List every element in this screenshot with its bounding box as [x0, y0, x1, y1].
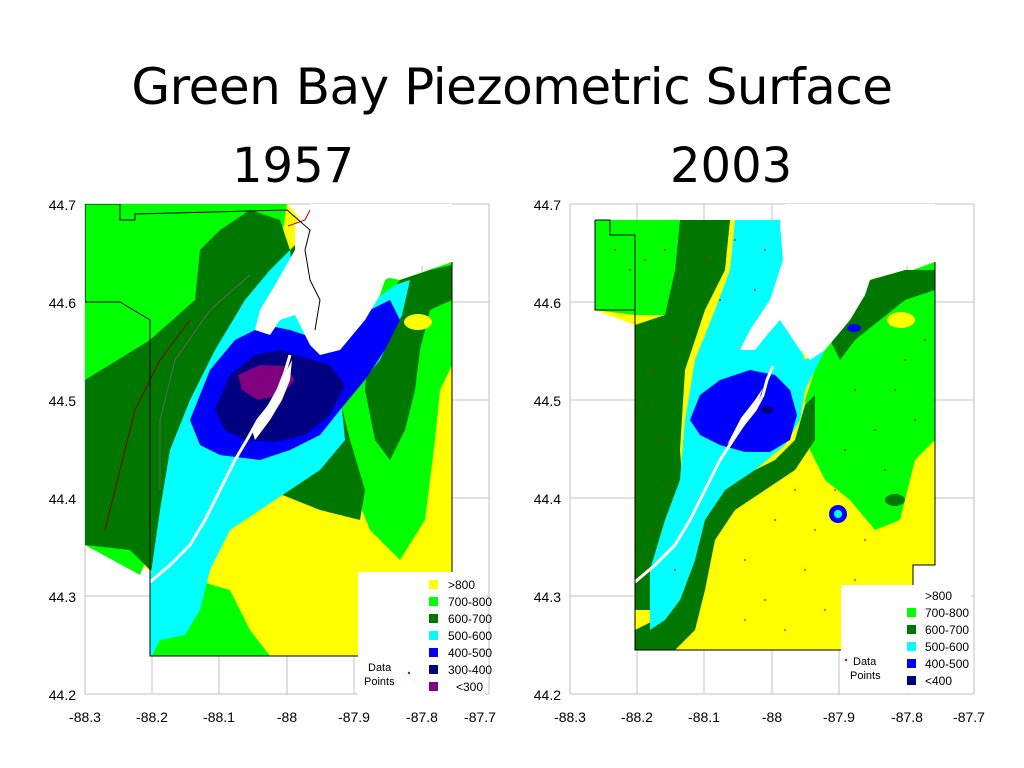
data-points-label: Data — [368, 662, 392, 674]
legend-label: >800 — [448, 578, 475, 592]
legend-swatch — [429, 682, 438, 691]
map-2003-legend: >800 700-800 600-700 500-600 400-500 <40… — [841, 585, 971, 693]
y-tick-label: 44.6 — [534, 295, 561, 311]
x-tick-label: -87.9 — [823, 709, 855, 725]
legend-swatch — [907, 625, 916, 634]
map-1957-contours — [85, 204, 453, 657]
map-1957-x-axis: -88.3 -88.2 -88.1 -88 -87.9 -87.8 -87.7 — [69, 709, 496, 725]
map-2003-y-axis: 44.7 44.6 44.5 44.4 44.3 44.2 — [534, 197, 561, 703]
x-tick-label: -88.3 — [69, 709, 101, 725]
map-1957-legend: >800 700-800 600-700 500-600 400-500 300… — [358, 572, 492, 696]
legend-swatch — [429, 648, 438, 657]
x-tick-label: -87.9 — [338, 709, 370, 725]
legend-label: 300-400 — [448, 663, 492, 677]
legend-label: 400-500 — [448, 646, 492, 660]
legend-label: >800 — [925, 589, 952, 603]
map-1957-y-axis: 44.7 44.6 44.5 44.4 44.3 44.2 — [49, 197, 76, 703]
map-2003: 44.7 44.6 44.5 44.4 44.3 44.2 -88.3 -88.… — [534, 197, 985, 725]
legend-label: 600-700 — [448, 612, 492, 626]
legend-swatch — [429, 631, 438, 640]
legend-label: 400-500 — [925, 657, 969, 671]
legend-label: 500-600 — [448, 629, 492, 643]
map-2003-contours — [594, 204, 936, 651]
y-tick-label: 44.7 — [49, 197, 76, 213]
legend-label: 700-800 — [448, 595, 492, 609]
x-tick-label: -87.8 — [891, 709, 923, 725]
x-tick-label: -87.7 — [953, 709, 985, 725]
data-point-marker — [844, 658, 848, 662]
legend-swatch — [429, 614, 438, 623]
data-point-marker — [407, 671, 411, 675]
legend-swatch — [429, 597, 438, 606]
y-tick-label: 44.3 — [534, 589, 561, 605]
legend-swatch — [907, 608, 916, 617]
legend-swatch — [907, 659, 916, 668]
x-tick-label: -88 — [762, 709, 782, 725]
x-tick-label: -88.1 — [203, 709, 235, 725]
legend-label: 500-600 — [925, 640, 969, 654]
y-tick-label: 44.2 — [534, 687, 561, 703]
x-tick-label: -88.2 — [621, 709, 653, 725]
y-tick-label: 44.5 — [534, 393, 561, 409]
x-tick-label: -87.8 — [406, 709, 438, 725]
x-tick-label: -88.3 — [554, 709, 586, 725]
legend-swatch — [429, 580, 438, 589]
data-points-label: Points — [364, 676, 395, 688]
x-tick-label: -88.2 — [136, 709, 168, 725]
x-tick-label: -87.7 — [464, 709, 496, 725]
y-tick-label: 44.6 — [49, 295, 76, 311]
y-tick-label: 44.4 — [49, 491, 76, 507]
legend-label: 700-800 — [925, 606, 969, 620]
y-tick-label: 44.4 — [534, 491, 561, 507]
slide-title: Green Bay Piezometric Surface — [131, 58, 893, 116]
map-2003-data-points — [614, 239, 926, 631]
y-tick-label: 44.7 — [534, 197, 561, 213]
legend-swatch — [907, 676, 916, 685]
legend-label: <400 — [925, 674, 952, 688]
y-tick-label: 44.2 — [49, 687, 76, 703]
x-tick-label: -88 — [277, 709, 297, 725]
data-points-label: Data — [853, 656, 877, 668]
data-points-label: Points — [850, 670, 881, 682]
map-1957: 44.7 44.6 44.5 44.4 44.3 44.2 -88.3 -88.… — [49, 197, 496, 725]
y-tick-label: 44.3 — [49, 589, 76, 605]
legend-swatch — [429, 665, 438, 674]
x-tick-label: -88.1 — [688, 709, 720, 725]
map-2003-year-label: 2003 — [670, 138, 793, 194]
legend-swatch — [907, 642, 916, 651]
y-tick-label: 44.5 — [49, 393, 76, 409]
legend-label: <300 — [456, 680, 483, 694]
legend-label: 600-700 — [925, 623, 969, 637]
map-1957-year-label: 1957 — [232, 138, 355, 194]
map-2003-x-axis: -88.3 -88.2 -88.1 -88 -87.9 -87.8 -87.7 — [554, 709, 985, 725]
